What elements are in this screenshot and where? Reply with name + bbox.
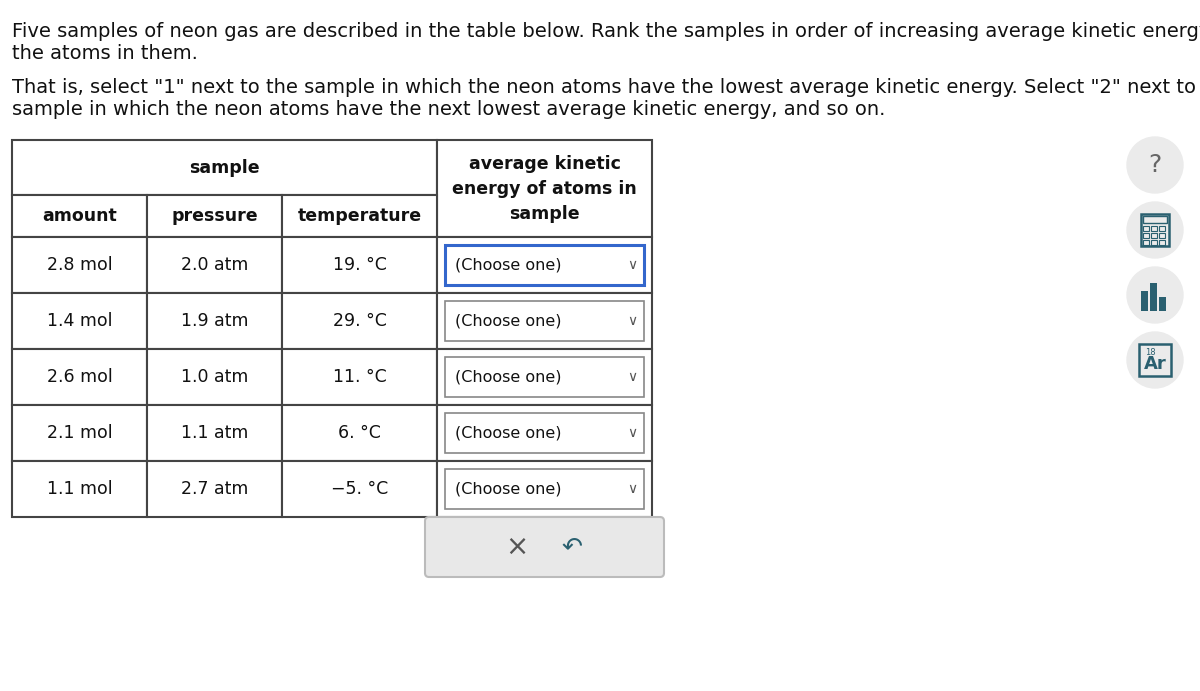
Text: ∨: ∨ [626,426,637,440]
Circle shape [1127,332,1183,388]
Bar [148,405,282,461]
Text: −5. °C: −5. °C [331,480,388,498]
Bar [445,357,644,397]
Bar [1142,226,1150,231]
Circle shape [1127,202,1183,258]
Bar [1139,344,1171,376]
Text: average kinetic
energy of atoms in
sample: average kinetic energy of atoms in sampl… [452,155,637,223]
Text: 1.9 atm: 1.9 atm [181,312,248,330]
Bar [148,195,282,237]
Text: 1.0 atm: 1.0 atm [181,368,248,386]
Bar [148,461,282,517]
Bar [12,195,148,237]
Bar [282,461,437,517]
Bar [1151,226,1157,231]
Bar [282,405,437,461]
Bar [282,195,437,237]
Text: 2.8 mol: 2.8 mol [47,256,113,274]
Text: ×: × [505,533,528,561]
Bar [12,140,437,195]
Bar [437,293,652,349]
Text: the atoms in them.: the atoms in them. [12,44,198,63]
Text: 6. °C: 6. °C [338,424,380,442]
Bar [12,349,148,405]
Circle shape [1127,267,1183,323]
Text: (Choose one): (Choose one) [455,426,562,440]
Text: (Choose one): (Choose one) [455,258,562,272]
Bar [1159,240,1165,245]
Bar [12,293,148,349]
Text: ∨: ∨ [626,370,637,384]
Bar [282,349,437,405]
Bar [1151,233,1157,238]
Text: amount: amount [42,207,116,225]
Text: temperature: temperature [298,207,421,225]
Text: 29. °C: 29. °C [332,312,386,330]
Text: Five samples of neon gas are described in the table below. Rank the samples in o: Five samples of neon gas are described i… [12,22,1200,41]
Text: (Choose one): (Choose one) [455,314,562,328]
Bar [437,140,652,237]
Text: pressure: pressure [172,207,258,225]
Bar [1159,297,1166,311]
Bar [437,349,652,405]
Bar [437,461,652,517]
Text: ?: ? [1148,153,1162,177]
Text: ∨: ∨ [626,314,637,328]
Text: 2.1 mol: 2.1 mol [47,424,113,442]
Bar [437,237,652,293]
Bar [1142,216,1166,223]
Bar [445,245,644,285]
Bar [1141,214,1169,246]
Text: 19. °C: 19. °C [332,256,386,274]
Bar [12,237,148,293]
Text: sample in which the neon atoms have the next lowest average kinetic energy, and : sample in which the neon atoms have the … [12,100,886,119]
Text: 11. °C: 11. °C [332,368,386,386]
Bar [1142,233,1150,238]
Text: That is, select "1" next to the sample in which the neon atoms have the lowest a: That is, select "1" next to the sample i… [12,78,1200,97]
Text: 2.6 mol: 2.6 mol [47,368,113,386]
Circle shape [1127,137,1183,193]
Text: 2.7 atm: 2.7 atm [181,480,248,498]
Text: 18: 18 [1145,348,1156,357]
FancyBboxPatch shape [425,517,664,577]
Bar [1141,291,1148,311]
Text: ∨: ∨ [626,258,637,272]
Bar [12,461,148,517]
Text: 1.4 mol: 1.4 mol [47,312,113,330]
Text: 1.1 atm: 1.1 atm [181,424,248,442]
Text: (Choose one): (Choose one) [455,482,562,497]
Bar [148,293,282,349]
Text: ∨: ∨ [626,482,637,496]
Bar [1150,283,1157,311]
Bar [1151,240,1157,245]
Bar [1142,240,1150,245]
Bar [445,469,644,509]
Text: sample: sample [190,158,260,176]
Bar [445,413,644,453]
Bar [1159,226,1165,231]
Text: (Choose one): (Choose one) [455,370,562,384]
Bar [282,237,437,293]
Bar [282,293,437,349]
Text: ↶: ↶ [562,535,583,559]
Text: 2.0 atm: 2.0 atm [181,256,248,274]
Bar [437,405,652,461]
Text: Ar: Ar [1144,355,1166,373]
Bar [1159,233,1165,238]
Bar [445,301,644,341]
Bar [148,349,282,405]
Text: 1.1 mol: 1.1 mol [47,480,113,498]
Bar [148,237,282,293]
Bar [12,405,148,461]
